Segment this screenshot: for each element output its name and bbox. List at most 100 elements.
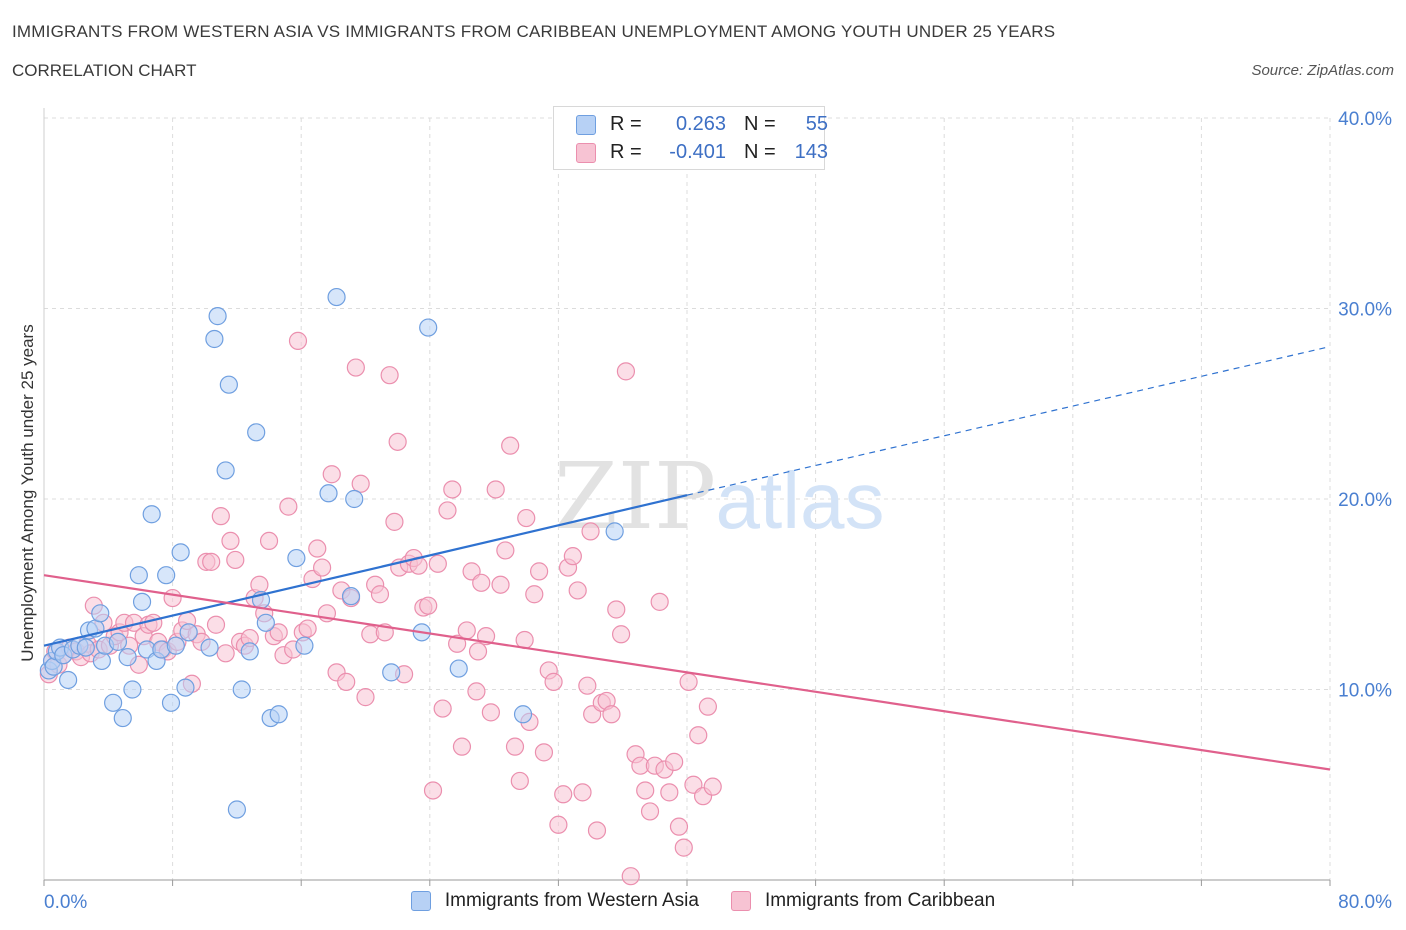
series-swatch-blue (410, 891, 431, 911)
y-tick-label: 20.0% (1338, 490, 1392, 511)
caribbean-point (689, 726, 708, 745)
caribbean-point (438, 501, 457, 520)
western-asia-point (108, 632, 128, 651)
western-asia-point (166, 636, 185, 655)
western-asia-point (287, 548, 306, 568)
caribbean-point (279, 497, 298, 516)
western-asia-point (171, 543, 190, 562)
watermark-atlas: atlas (716, 456, 885, 545)
source-label: Source: ZipAtlas.com (1251, 62, 1394, 79)
western-asia-point (513, 705, 533, 724)
legend-row-western-asia: R = 0.263 N = 55 (576, 113, 828, 136)
caribbean-point (674, 838, 693, 857)
western-asia-point (319, 484, 338, 503)
caribbean-point (573, 783, 592, 802)
caribbean-point (505, 737, 525, 756)
legend-r-label: R = (610, 113, 642, 135)
caribbean-point (380, 366, 399, 385)
western-asia-point (132, 592, 152, 611)
caribbean-point (163, 588, 182, 608)
series-legend-western-asia: Immigrants from Western Asia (410, 890, 699, 912)
western-asia-point (76, 638, 95, 657)
caribbean-point (491, 575, 510, 594)
caribbean-point (510, 771, 529, 791)
series-swatch-pink (730, 891, 751, 911)
caribbean-point (388, 432, 407, 451)
caribbean-point (356, 688, 375, 707)
caribbean-point (554, 785, 573, 804)
caribbean-point (669, 817, 689, 836)
caribbean-point (650, 592, 669, 611)
legend-n-label: N = (744, 141, 776, 163)
western-asia-point (176, 678, 195, 697)
y-tick-label: 30.0% (1338, 300, 1392, 321)
caribbean-point (607, 600, 626, 619)
caribbean-point (544, 672, 563, 691)
western-asia-point (269, 705, 288, 724)
legend-r-value: -0.401 (669, 141, 726, 163)
legend-row-caribbean: R = -0.401 N = 143 (576, 141, 828, 164)
caribbean-point (457, 621, 476, 640)
caribbean-point (288, 331, 308, 350)
western-asia-point (232, 680, 251, 699)
western-asia-point (227, 800, 246, 819)
caribbean-point (525, 585, 544, 604)
western-asia-point (142, 505, 161, 524)
caribbean-point (202, 552, 221, 571)
western-asia-trend-line (43, 494, 688, 647)
y-tick-label: 40.0% (1338, 109, 1392, 130)
caribbean-point (216, 644, 235, 663)
western-asia-point (118, 648, 137, 667)
western-asia-point (216, 461, 235, 480)
caribbean-point (530, 562, 549, 581)
caribbean-point (517, 508, 536, 528)
caribbean-point (428, 554, 447, 573)
legend-n-value: 55 (805, 113, 828, 135)
caribbean-point (587, 821, 607, 840)
chart-subtitle: CORRELATION CHART (12, 61, 197, 80)
series-legend: Immigrants from Western Asia Immigrants … (0, 890, 1406, 912)
caribbean-point (563, 547, 582, 566)
caribbean-point (308, 539, 327, 558)
caribbean-point (665, 752, 684, 771)
caribbean-point (698, 697, 717, 716)
legend-n-label: N = (744, 113, 776, 135)
caribbean-point (322, 465, 341, 484)
caribbean-point (226, 550, 245, 570)
series-label-caribbean: Immigrants from Caribbean (764, 890, 996, 911)
x-tick-label: 80.0% (1338, 892, 1392, 913)
caribbean-point (370, 585, 390, 604)
western-asia-point (208, 307, 227, 326)
caribbean-point (206, 615, 226, 634)
chart-title: IMMIGRANTS FROM WESTERN ASIA VS IMMIGRAN… (12, 22, 1056, 41)
caribbean-trend-line (43, 574, 1331, 771)
caribbean-point (144, 613, 163, 632)
western-asia-point (113, 708, 132, 728)
western-asia-point (419, 318, 438, 337)
western-asia-point (161, 693, 181, 712)
western-asia-point (345, 489, 364, 509)
western-asia-point (382, 663, 401, 682)
caribbean-point (250, 575, 269, 594)
western-asia-points (39, 287, 624, 819)
legend-swatch-pink (576, 142, 596, 163)
legend-r-label: R = (610, 141, 642, 163)
caribbean-point (621, 867, 640, 886)
caribbean-point (611, 625, 631, 644)
western-asia-point (327, 287, 346, 307)
caribbean-point (298, 619, 317, 638)
western-asia-point (157, 566, 176, 585)
western-asia-point (104, 693, 123, 712)
caribbean-point (337, 672, 356, 691)
caribbean-point (423, 781, 443, 800)
western-asia-point (449, 659, 468, 678)
western-asia-point (129, 566, 148, 585)
caribbean-point (568, 581, 587, 600)
axis-ticks: 10.0% 20.0% 30.0% 40.0% 0.0% 80.0% (43, 109, 1392, 913)
caribbean-point (636, 781, 655, 800)
caribbean-points (39, 331, 722, 886)
western-asia-point (295, 636, 314, 655)
caribbean-point (211, 507, 230, 526)
caribbean-point (581, 522, 600, 541)
